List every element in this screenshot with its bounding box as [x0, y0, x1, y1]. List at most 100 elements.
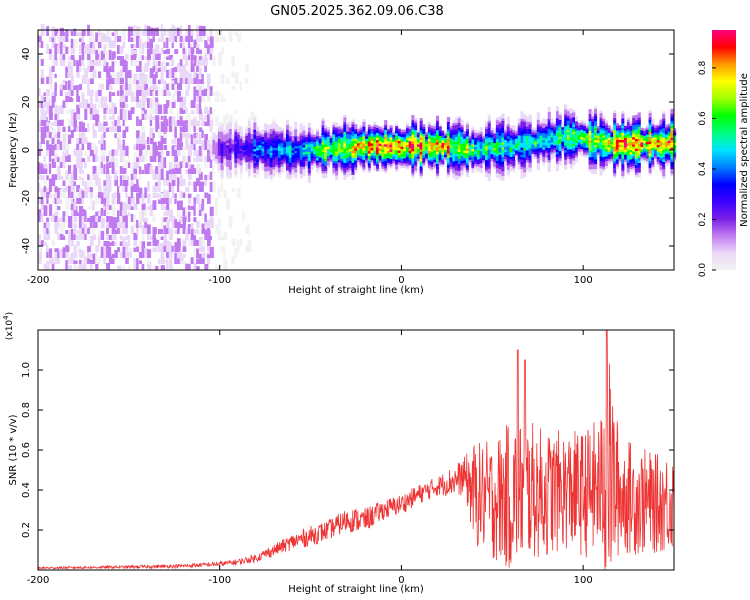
- heatmap-cell: [237, 127, 241, 130]
- heatmap-cell: [106, 212, 110, 222]
- heatmap-cell: [46, 248, 49, 258]
- heatmap-cell: [321, 118, 325, 121]
- heatmap-cell: [370, 133, 374, 137]
- heatmap-cell: [272, 162, 276, 165]
- heatmap-cell: [182, 156, 187, 162]
- heatmap-cell: [457, 142, 461, 145]
- heatmap-cell: [89, 218, 93, 228]
- heatmap-cell: [332, 146, 336, 149]
- heatmap-cell: [400, 139, 404, 142]
- heatmap-cell: [531, 141, 535, 145]
- heatmap-cell: [452, 130, 456, 133]
- heatmap-cell: [51, 174, 56, 186]
- heatmap-cell: [411, 122, 415, 125]
- heatmap-cell: [318, 138, 322, 141]
- heatmap-cell: [305, 156, 309, 159]
- heatmap-cell: [436, 156, 440, 160]
- heatmap-cell: [177, 90, 182, 102]
- heatmap-cell: [59, 175, 64, 180]
- heatmap-cell: [572, 145, 576, 149]
- heatmap-cell: [59, 84, 63, 90]
- heatmap-cell: [542, 130, 546, 133]
- heatmap-cell: [291, 152, 295, 156]
- heatmap-cell: [261, 139, 265, 142]
- heatmap-cell: [179, 59, 183, 66]
- heatmap-cell: [414, 158, 418, 162]
- heatmap-cell: [373, 134, 377, 137]
- heatmap-cell: [106, 30, 109, 36]
- heatmap-cell: [98, 30, 101, 42]
- heatmap-cell: [160, 157, 165, 168]
- heatmap-cell: [381, 149, 385, 153]
- heatmap-cell: [125, 235, 129, 240]
- heatmap-cell: [542, 120, 546, 124]
- heatmap-cell: [46, 143, 50, 150]
- heatmap-cell: [92, 223, 96, 234]
- heatmap-cell: [528, 124, 532, 127]
- heatmap-cell: [594, 132, 598, 136]
- heatmap-cell: [629, 125, 633, 129]
- heatmap-cell: [419, 175, 423, 179]
- heatmap-cell: [51, 257, 54, 264]
- heatmap-cell: [411, 131, 415, 135]
- heatmap-cell: [585, 130, 589, 134]
- heatmap-cell: [504, 135, 508, 138]
- heatmap-cell: [190, 119, 195, 126]
- heatmap-cell: [125, 103, 128, 108]
- heatmap-cell: [253, 153, 257, 157]
- heatmap-cell: [182, 246, 187, 252]
- heatmap-cell: [651, 154, 655, 158]
- heatmap-cell: [152, 169, 156, 180]
- heatmap-cell: [201, 26, 206, 36]
- heatmap-cell: [234, 153, 238, 156]
- heatmap-cell: [133, 203, 138, 210]
- heatmap-cell: [171, 179, 176, 186]
- heatmap-cell: [384, 134, 388, 138]
- heatmap-cell: [267, 144, 271, 147]
- heatmap-cell: [520, 133, 524, 136]
- heatmap-cell: [384, 151, 388, 154]
- heatmap-cell: [335, 129, 339, 133]
- heatmap-cell: [136, 225, 139, 234]
- heatmap-cell: [247, 130, 251, 133]
- heatmap-cell: [643, 135, 647, 139]
- heatmap-cell: [545, 155, 549, 158]
- heatmap-cell: [305, 151, 309, 154]
- heatmap-cell: [580, 132, 584, 135]
- heatmap-cell: [525, 140, 529, 144]
- heatmap-cell: [127, 196, 132, 204]
- heatmap-cell: [509, 156, 513, 160]
- heatmap-cell: [564, 106, 568, 110]
- heatmap-cell: [634, 167, 638, 171]
- heatmap-cell: [580, 139, 584, 142]
- heatmap-cell: [226, 147, 230, 151]
- heatmap-cell: [659, 150, 663, 154]
- heatmap-cell: [569, 149, 573, 152]
- heatmap-cell: [534, 132, 538, 136]
- heatmap-cell: [152, 237, 157, 246]
- heatmap-cell: [487, 130, 491, 133]
- heatmap-cell: [48, 194, 54, 198]
- heatmap-cell: [114, 250, 118, 258]
- heatmap-cell: [400, 148, 404, 152]
- heatmap-cell: [239, 157, 243, 161]
- heatmap-cell: [87, 206, 90, 210]
- heatmap-cell: [427, 160, 431, 163]
- heatmap-cell: [119, 56, 124, 66]
- heatmap-cell: [302, 132, 306, 136]
- heatmap-cell: [237, 144, 241, 147]
- heatmap-cell: [348, 122, 352, 125]
- heatmap-cell: [645, 127, 649, 130]
- heatmap-cell: [624, 149, 628, 153]
- heatmap-cell: [419, 137, 423, 140]
- heatmap-cell: [119, 144, 124, 150]
- heatmap-cell: [359, 151, 363, 154]
- heatmap-cell: [487, 144, 491, 148]
- heatmap-cell: [122, 246, 127, 252]
- heatmap-cell: [449, 154, 453, 158]
- heatmap-cell: [239, 165, 243, 168]
- heatmap-cell: [318, 164, 322, 168]
- heatmap-cell: [324, 173, 328, 176]
- heatmap-cell: [239, 133, 243, 137]
- heatmap-cell: [566, 154, 570, 157]
